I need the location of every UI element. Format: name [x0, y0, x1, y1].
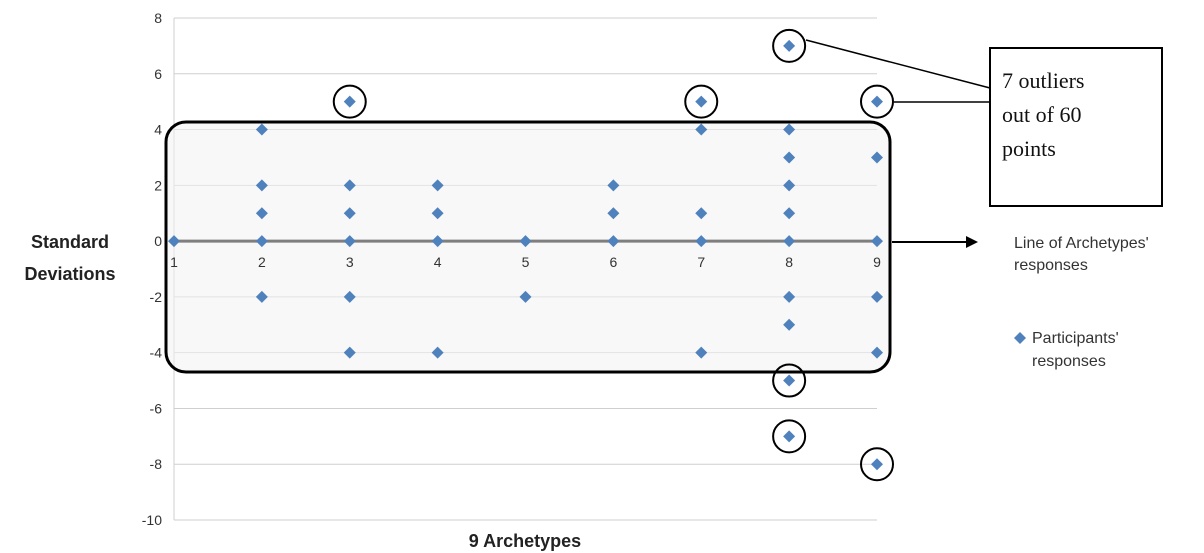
data-point [519, 235, 532, 248]
annotation-line-1: 7 outliers [1002, 68, 1085, 93]
outlier-circle [772, 28, 807, 63]
data-point [783, 430, 796, 443]
y-tick-label: 6 [154, 66, 162, 82]
x-tick-labels: 1 2 3 4 5 6 7 8 9 [170, 254, 881, 270]
y-tick-label: -2 [150, 289, 163, 305]
y-axis-title-line-2: Deviations [24, 264, 115, 284]
data-point [871, 458, 883, 471]
x-tick-label: 9 [873, 254, 881, 270]
data-point [431, 179, 444, 192]
y-tick-label: -4 [150, 345, 163, 361]
data-point [343, 207, 356, 220]
data-point [783, 318, 796, 331]
data-point [783, 290, 796, 303]
data-point [695, 95, 708, 108]
data-point [695, 207, 708, 220]
x-tick-label: 2 [258, 254, 266, 270]
data-point [168, 235, 180, 248]
y-tick-label: 2 [154, 177, 162, 193]
legend-diamond-marker [1014, 332, 1026, 344]
legend-arrow-head [966, 236, 978, 248]
outlier-circle [772, 419, 807, 454]
legend-line-series-text-2: responses [1014, 257, 1088, 274]
x-tick-label: 3 [346, 254, 354, 270]
x-tick-label: 4 [434, 254, 442, 270]
data-point [255, 235, 268, 248]
data-point [695, 123, 708, 136]
data-point [871, 151, 883, 164]
x-axis-title: 9 Archetypes [469, 531, 581, 551]
data-point [255, 290, 268, 303]
outlier-circles [332, 28, 894, 482]
outlier-circle [860, 84, 894, 119]
y-tick-label: -8 [150, 456, 163, 472]
data-point [519, 290, 532, 303]
data-point [607, 235, 620, 248]
data-point [343, 179, 356, 192]
legend-line-series-text-1: Line of Archetypes' [1014, 235, 1149, 252]
data-point [695, 346, 708, 359]
data-point [255, 207, 268, 220]
data-point [695, 235, 708, 248]
x-tick-label: 5 [522, 254, 530, 270]
outlier-circle [332, 84, 367, 119]
y-tick-label: -10 [142, 512, 162, 528]
data-point [343, 95, 356, 108]
data-point [255, 123, 268, 136]
data-point [607, 179, 620, 192]
data-point [783, 374, 796, 387]
data-point [255, 179, 268, 192]
x-tick-label: 7 [697, 254, 705, 270]
data-point [343, 346, 356, 359]
data-point [783, 39, 796, 52]
data-point [783, 207, 796, 220]
x-tick-label: 8 [785, 254, 793, 270]
y-axis-title-line-1: Standard [31, 232, 109, 252]
y-tick-labels: -10 -8 -6 -4 -2 0 2 4 6 8 [142, 10, 162, 528]
outlier-circle [684, 84, 719, 119]
data-point [431, 207, 444, 220]
x-tick-label: 1 [170, 254, 178, 270]
y-tick-label: -6 [150, 400, 163, 416]
data-point [783, 179, 796, 192]
y-tick-label: 0 [154, 233, 162, 249]
annotation-line-2: out of 60 [1002, 102, 1081, 127]
outlier-annotation: 7 outliers out of 60 points [805, 39, 1163, 207]
inlier-region-box [164, 120, 892, 374]
data-point [783, 235, 796, 248]
annotation-pointer-upper [805, 39, 991, 89]
annotation-box [989, 47, 1163, 207]
outlier-circle [860, 447, 894, 482]
y-tick-label: 4 [154, 122, 162, 138]
data-point [871, 290, 883, 303]
data-point [783, 123, 796, 136]
data-point [871, 346, 883, 359]
data-point [871, 95, 883, 108]
outlier-circle [772, 363, 807, 398]
legend-participants-text-2: responses [1032, 353, 1106, 370]
legend: Line of Archetypes' responses Participan… [892, 235, 1149, 370]
data-point [607, 207, 620, 220]
data-point [343, 235, 356, 248]
annotation-line-3: points [1002, 136, 1056, 161]
data-point [783, 151, 796, 164]
data-point [431, 346, 444, 359]
data-point [871, 235, 883, 248]
y-tick-label: 8 [154, 10, 162, 26]
data-point [431, 235, 444, 248]
x-tick-label: 6 [609, 254, 617, 270]
legend-participants-text-1: Participants' [1032, 330, 1119, 347]
participant-points [168, 39, 883, 471]
data-point [343, 290, 356, 303]
